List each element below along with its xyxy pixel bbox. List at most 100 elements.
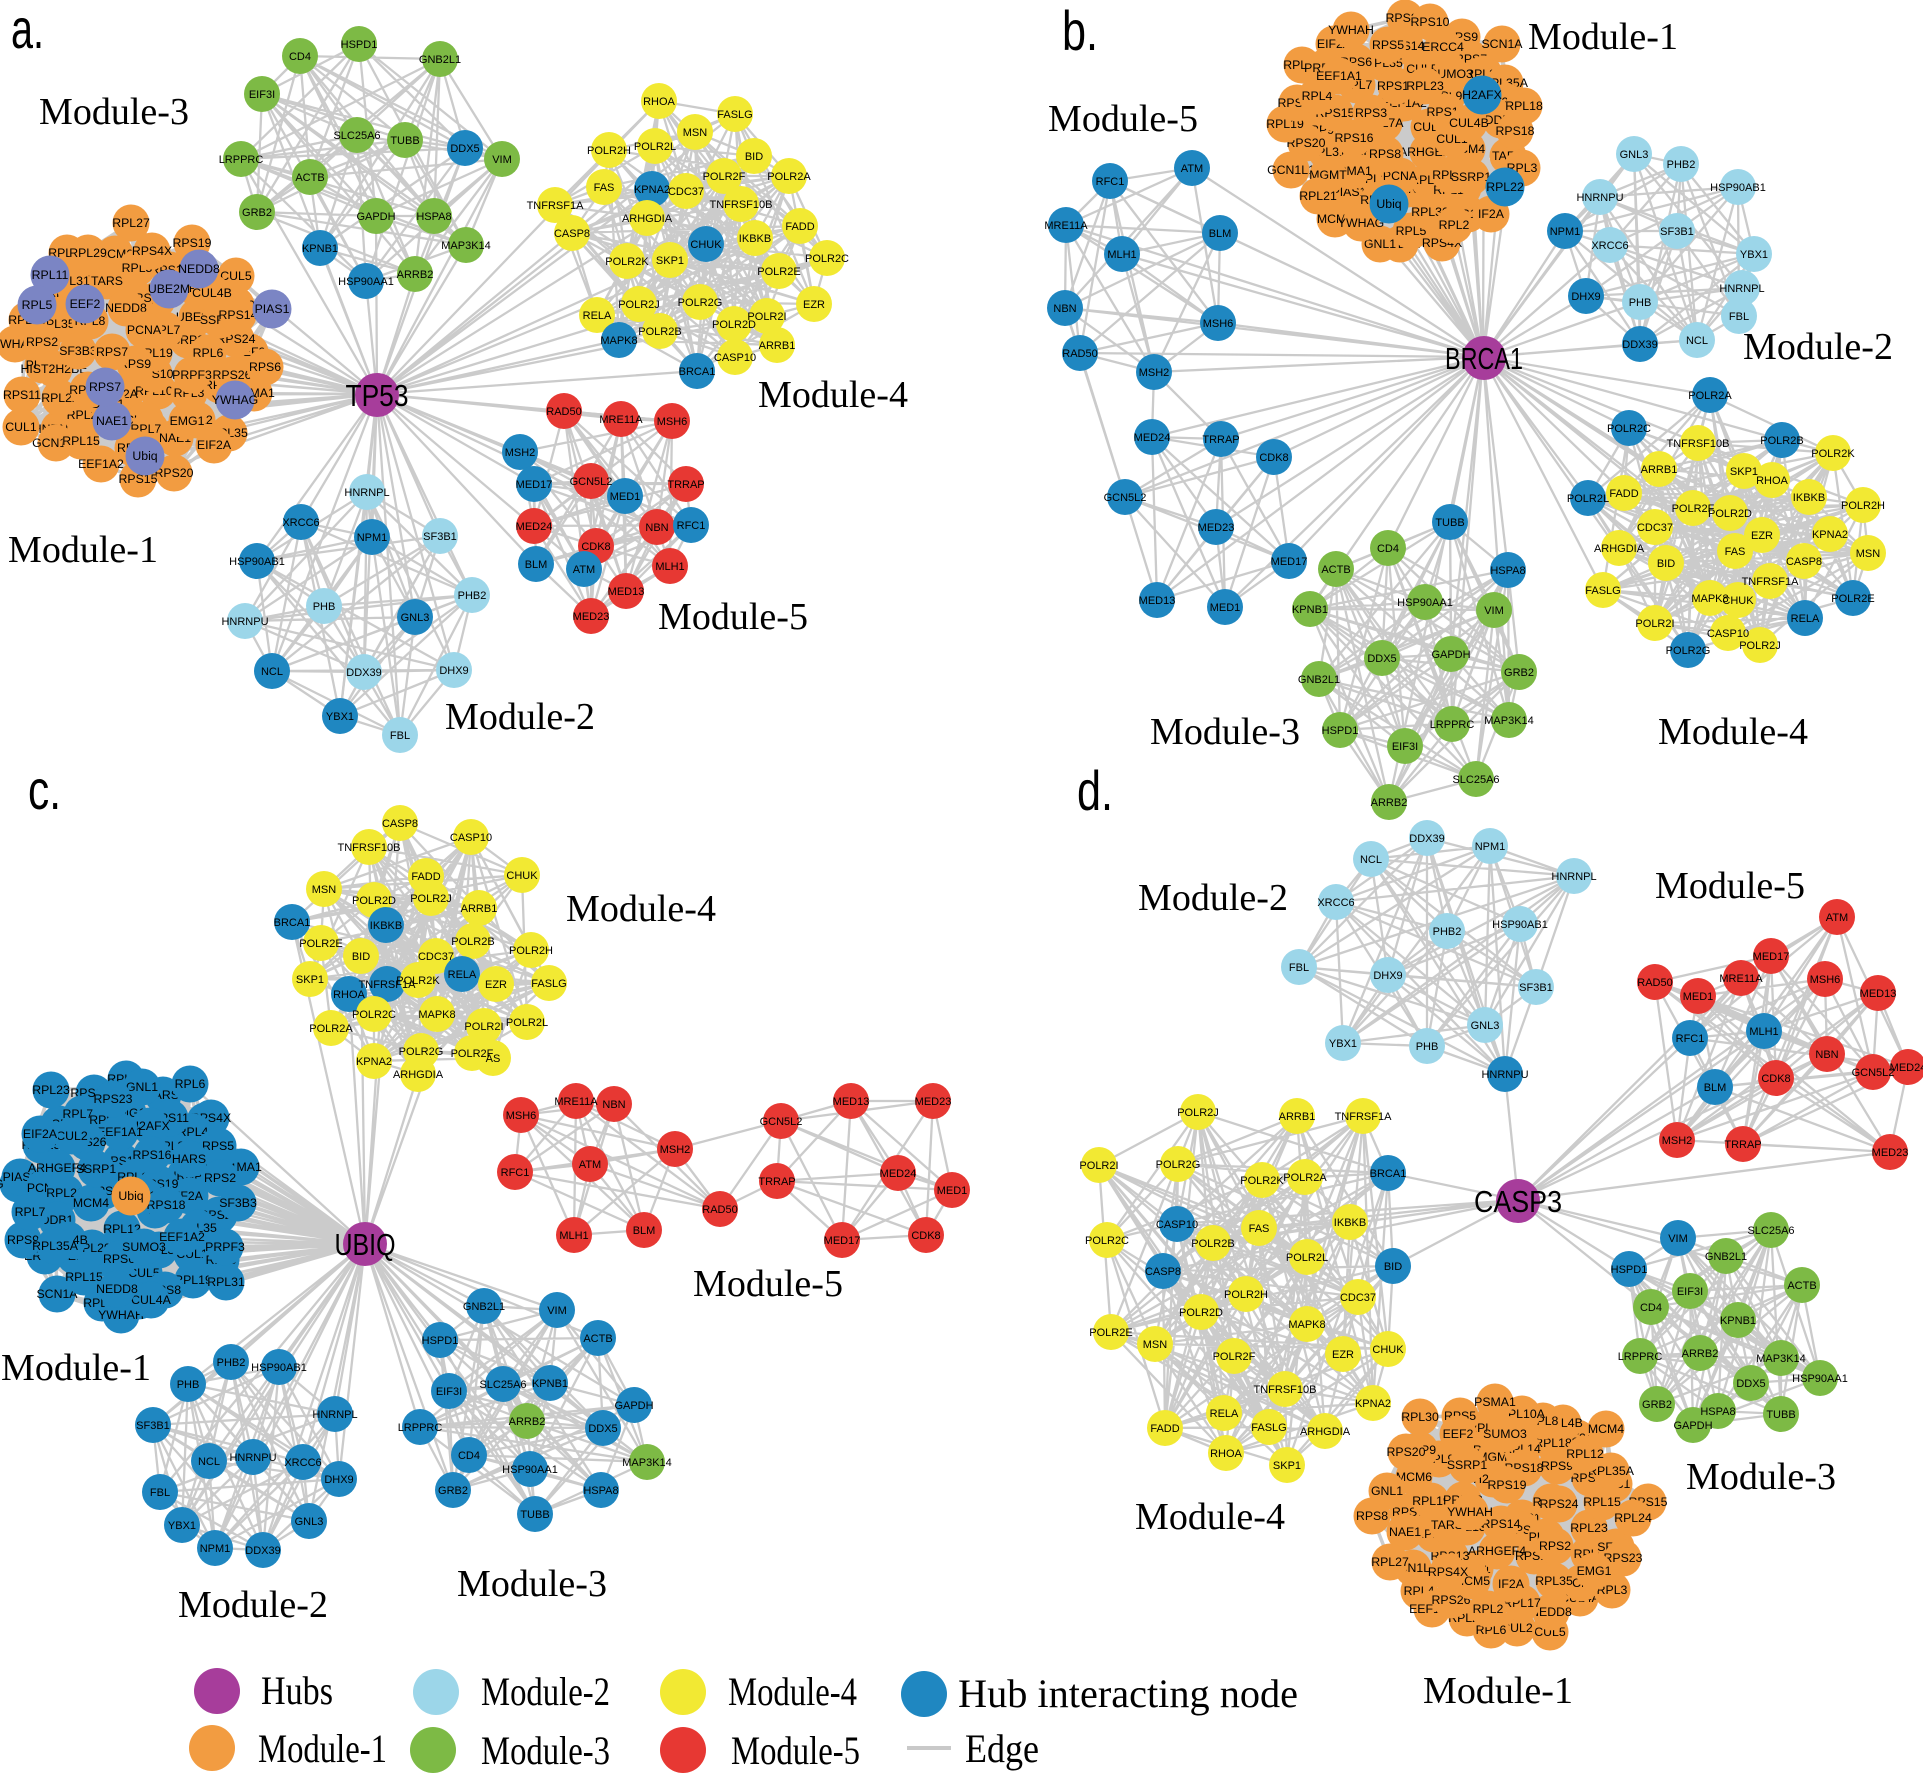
svg-text:FADD: FADD xyxy=(1150,1423,1179,1435)
svg-text:GNB2L1: GNB2L1 xyxy=(463,1301,505,1313)
svg-text:MSH2: MSH2 xyxy=(1662,1135,1693,1147)
svg-text:EZR: EZR xyxy=(485,979,507,991)
svg-text:ATM: ATM xyxy=(1181,163,1203,175)
svg-text:CASP10: CASP10 xyxy=(1707,628,1749,640)
svg-text:MAPK8: MAPK8 xyxy=(1288,1319,1325,1331)
svg-text:RPL2: RPL2 xyxy=(1439,218,1470,232)
svg-text:RPL12: RPL12 xyxy=(1566,1447,1604,1461)
svg-text:POLR2H: POLR2H xyxy=(509,945,553,957)
svg-text:POLR2B: POLR2B xyxy=(451,936,494,948)
svg-text:Module-4: Module-4 xyxy=(728,1669,857,1714)
svg-text:HSPD1: HSPD1 xyxy=(1611,1264,1648,1276)
svg-text:b.: b. xyxy=(1062,0,1098,62)
svg-text:POLR2A: POLR2A xyxy=(767,171,811,183)
svg-text:IKBKB: IKBKB xyxy=(370,920,402,932)
svg-text:POLR2C: POLR2C xyxy=(1607,423,1651,435)
svg-text:MAP3K14: MAP3K14 xyxy=(1484,715,1534,727)
svg-text:GCN5L2: GCN5L2 xyxy=(1852,1067,1895,1079)
svg-text:RPS11: RPS11 xyxy=(1377,79,1415,93)
svg-text:LRPPRC: LRPPRC xyxy=(398,1422,443,1434)
svg-text:PHB2: PHB2 xyxy=(217,1357,246,1369)
svg-text:DHX9: DHX9 xyxy=(439,665,468,677)
svg-text:IF2A: IF2A xyxy=(1478,207,1505,221)
svg-text:Module-4: Module-4 xyxy=(1658,711,1808,753)
svg-text:BLM: BLM xyxy=(525,559,548,571)
svg-text:BLM: BLM xyxy=(1704,1082,1727,1094)
svg-text:BID: BID xyxy=(745,151,763,163)
svg-text:SUMO3: SUMO3 xyxy=(122,1240,166,1254)
svg-text:POLR2J: POLR2J xyxy=(410,893,452,905)
svg-text:Module-1: Module-1 xyxy=(258,1726,387,1771)
svg-text:MSH2: MSH2 xyxy=(1139,367,1170,379)
svg-text:MED13: MED13 xyxy=(833,1096,870,1108)
svg-text:HSPA8: HSPA8 xyxy=(1490,565,1525,577)
svg-text:RPS6: RPS6 xyxy=(103,1252,135,1266)
svg-text:RPS23: RPS23 xyxy=(94,1092,133,1106)
svg-text:MSH6: MSH6 xyxy=(1203,318,1234,330)
svg-text:DDX5: DDX5 xyxy=(450,143,479,155)
svg-text:POLR2K: POLR2K xyxy=(396,975,440,987)
svg-text:CUL1: CUL1 xyxy=(5,420,37,434)
svg-text:EZR: EZR xyxy=(1332,1349,1354,1361)
svg-text:ATM: ATM xyxy=(579,1159,601,1171)
svg-text:POLR2F: POLR2F xyxy=(1213,1351,1256,1363)
svg-text:RPS16: RPS16 xyxy=(1335,131,1374,145)
svg-text:BRCA1: BRCA1 xyxy=(274,917,311,929)
svg-text:HSPD1: HSPD1 xyxy=(422,1335,459,1347)
svg-text:PCNA: PCNA xyxy=(127,323,162,337)
svg-text:GNL3: GNL3 xyxy=(1620,149,1649,161)
svg-text:H2AFX: H2AFX xyxy=(1462,88,1502,102)
svg-text:SLC25A6: SLC25A6 xyxy=(1747,1225,1794,1237)
svg-text:RPL19: RPL19 xyxy=(1412,1494,1450,1508)
svg-text:POLR2L: POLR2L xyxy=(634,141,676,153)
svg-text:GRB2: GRB2 xyxy=(1504,667,1534,679)
svg-text:Module-3: Module-3 xyxy=(1686,1456,1836,1498)
svg-text:MAPK8: MAPK8 xyxy=(1691,593,1728,605)
svg-text:MCM6: MCM6 xyxy=(1396,1470,1432,1484)
svg-text:MED24: MED24 xyxy=(880,1168,917,1180)
svg-text:RELA: RELA xyxy=(1210,1408,1239,1420)
svg-text:POLR2I: POLR2I xyxy=(1635,618,1674,630)
svg-text:HNRNPU: HNRNPU xyxy=(229,1452,276,1464)
svg-text:RHOA: RHOA xyxy=(333,989,365,1001)
svg-text:Ubiq: Ubiq xyxy=(132,449,157,463)
svg-text:PHB2: PHB2 xyxy=(458,590,487,602)
svg-text:FASLG: FASLG xyxy=(1251,1422,1286,1434)
svg-text:ARRB2: ARRB2 xyxy=(1682,1348,1719,1360)
svg-text:RPL2: RPL2 xyxy=(67,408,98,422)
svg-text:RPL24: RPL24 xyxy=(1614,1511,1652,1525)
svg-text:RPL2: RPL2 xyxy=(1473,1602,1504,1616)
svg-text:MED17: MED17 xyxy=(516,479,553,491)
svg-text:TRRAP: TRRAP xyxy=(667,479,704,491)
svg-text:RPL15: RPL15 xyxy=(62,434,100,448)
svg-text:NAE1: NAE1 xyxy=(1389,1525,1421,1539)
svg-text:IF2A: IF2A xyxy=(1498,1577,1525,1591)
svg-text:MED17: MED17 xyxy=(1753,951,1790,963)
svg-text:Module-4: Module-4 xyxy=(1135,1496,1285,1538)
svg-text:RHOA: RHOA xyxy=(1756,475,1788,487)
svg-text:CD4: CD4 xyxy=(1377,543,1399,555)
svg-text:ACTB: ACTB xyxy=(583,1333,612,1345)
svg-text:RELA: RELA xyxy=(1791,613,1820,625)
svg-text:NEDD8: NEDD8 xyxy=(105,301,147,315)
svg-text:PIAS1: PIAS1 xyxy=(255,302,290,316)
svg-text:POLR2H: POLR2H xyxy=(1224,1289,1268,1301)
svg-text:RPS20: RPS20 xyxy=(155,466,194,480)
svg-text:DDX39: DDX39 xyxy=(245,1545,280,1557)
svg-text:Ubiq: Ubiq xyxy=(118,1189,143,1203)
svg-text:SKP1: SKP1 xyxy=(656,255,684,267)
svg-text:NBN: NBN xyxy=(1053,303,1076,315)
svg-text:CASP3: CASP3 xyxy=(1474,1184,1562,1219)
svg-text:ACTB: ACTB xyxy=(1321,564,1350,576)
svg-text:POLR2K: POLR2K xyxy=(1811,448,1855,460)
svg-text:GCN5L2: GCN5L2 xyxy=(570,476,613,488)
svg-text:DDX39: DDX39 xyxy=(1622,339,1657,351)
svg-text:HSP90AB1: HSP90AB1 xyxy=(1492,919,1548,931)
svg-text:CDC37: CDC37 xyxy=(418,951,454,963)
svg-text:MAP3K14: MAP3K14 xyxy=(622,1457,672,1469)
svg-text:GNL3: GNL3 xyxy=(295,1516,324,1528)
svg-text:SLC25A6: SLC25A6 xyxy=(1452,774,1499,786)
svg-text:SLC25A6: SLC25A6 xyxy=(333,130,380,142)
svg-text:FASLG: FASLG xyxy=(531,978,566,990)
svg-text:POLR2G: POLR2G xyxy=(1156,1159,1201,1171)
